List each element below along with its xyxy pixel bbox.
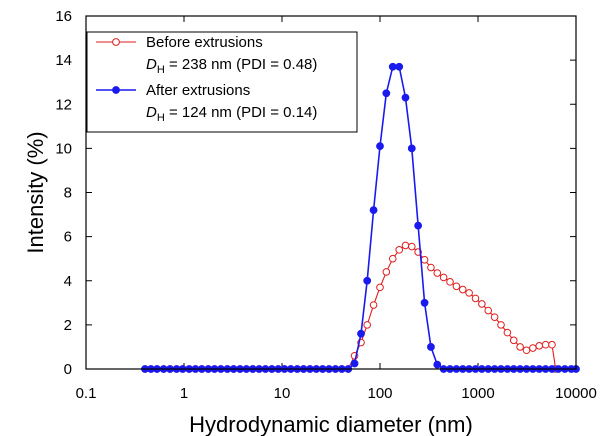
- y-tick-label: 10: [55, 140, 72, 157]
- data-point: [433, 269, 442, 277]
- data-point: [503, 328, 512, 337]
- data-point: [357, 329, 365, 338]
- data-point: [478, 300, 486, 308]
- data-point: [363, 276, 372, 285]
- legend-after-size: DH = 124 nm (PDI = 0.14): [146, 104, 317, 124]
- y-tick-label: 6: [64, 229, 72, 246]
- legend-before-label: Before extrusions: [146, 34, 263, 51]
- y-tick-label: 8: [64, 185, 72, 202]
- data-point: [395, 62, 404, 71]
- legend-box: [86, 31, 358, 133]
- data-point: [427, 343, 435, 351]
- data-point: [414, 221, 423, 230]
- data-point: [401, 93, 410, 102]
- x-tick-label: 10: [274, 385, 291, 402]
- x-tick-label: 100: [367, 385, 392, 402]
- data-point: [446, 278, 454, 286]
- x-tick-label: 10000: [555, 385, 597, 402]
- legend-swatch-marker: [112, 86, 120, 94]
- data-point: [497, 321, 505, 329]
- data-point: [529, 344, 537, 352]
- data-point: [420, 298, 429, 307]
- data-point: [376, 142, 384, 151]
- data-point: [369, 301, 378, 309]
- data-point: [382, 89, 391, 98]
- legend-after-dh-subscript: H: [157, 112, 165, 124]
- x-axis-title: Hydrodynamic diameter (nm): [189, 412, 473, 436]
- y-tick-label: 14: [55, 52, 72, 69]
- data-point: [376, 283, 384, 292]
- y-tick-label: 12: [55, 96, 72, 113]
- data-point: [522, 346, 531, 355]
- legend-swatch-marker: [112, 38, 120, 46]
- data-point: [420, 255, 429, 264]
- data-point: [490, 313, 499, 321]
- y-tick-label: 16: [55, 8, 72, 25]
- data-point: [388, 254, 397, 263]
- axis-ticks: 0.1 1 10 100 1000 10000 0 2 4 6 8 10 12 14 16: [55, 8, 597, 402]
- data-point: [350, 359, 359, 368]
- data-point: [484, 306, 493, 315]
- data-point: [433, 360, 442, 369]
- data-point: [439, 273, 448, 282]
- y-tick-label: 2: [64, 317, 72, 334]
- data-point: [452, 282, 461, 291]
- data-point: [465, 289, 473, 297]
- data-point: [516, 343, 524, 351]
- y-axis-title: Intensity (%): [23, 131, 48, 253]
- plot-frame: [85, 15, 577, 370]
- data-point: [382, 268, 391, 276]
- legend: Before extrusions DH = 238 nm (PDI = 0.4…: [86, 31, 358, 133]
- x-tick-label: 0.1: [76, 385, 97, 402]
- legend-after-dh-value: = 124 nm (PDI = 0.14): [165, 104, 318, 121]
- data-point: [427, 263, 435, 272]
- data-point: [407, 144, 416, 153]
- data-point: [471, 294, 480, 303]
- legend-before-size: DH = 238 nm (PDI = 0.48): [146, 56, 317, 76]
- x-tick-label: 1000: [461, 385, 494, 402]
- data-point: [407, 242, 416, 251]
- legend-after-label: After extrusions: [146, 82, 250, 99]
- y-tick-label: 4: [64, 273, 72, 290]
- x-tick-label: 1: [180, 385, 188, 402]
- legend-before-dh-symbol: D: [146, 56, 157, 73]
- data-point: [541, 340, 550, 349]
- data-point: [509, 336, 518, 345]
- data-point: [395, 246, 404, 254]
- data-point: [388, 62, 397, 71]
- data-point: [401, 241, 410, 250]
- data-point: [363, 321, 371, 329]
- legend-before-dh-subscript: H: [157, 64, 165, 76]
- data-point: [535, 342, 544, 350]
- legend-after-dh-symbol: D: [146, 104, 157, 121]
- data-point: [369, 206, 378, 215]
- y-tick-label: 0: [64, 361, 72, 378]
- data-point: [458, 285, 467, 294]
- data-point: [548, 340, 556, 349]
- legend-before-dh-value: = 238 nm (PDI = 0.48): [165, 56, 318, 73]
